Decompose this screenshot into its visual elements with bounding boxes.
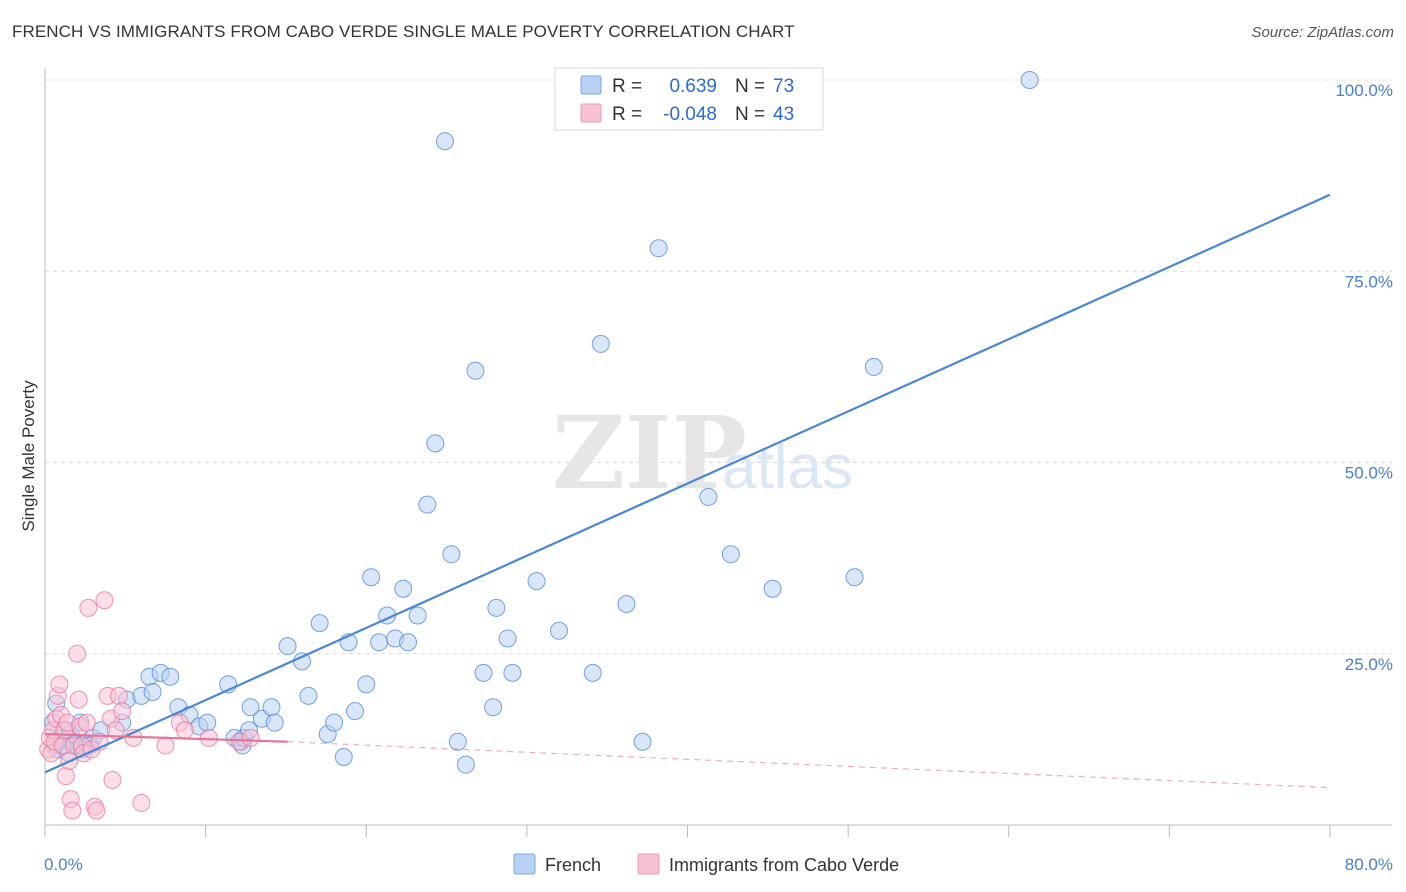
point-french-78 <box>864 357 883 376</box>
point-french-66 <box>503 663 522 682</box>
point-french-44 <box>334 748 353 767</box>
point-cabo-verde-34 <box>113 702 132 721</box>
point-french-57 <box>435 132 454 151</box>
point-french-27 <box>198 713 217 732</box>
point-cabo-verde-39 <box>175 721 194 740</box>
point-french-55 <box>418 495 437 514</box>
point-french-36 <box>262 698 281 717</box>
legend-swatch-french <box>580 75 602 95</box>
point-french-62 <box>474 663 493 682</box>
point-cabo-verde-18 <box>69 690 88 709</box>
point-french-63 <box>484 698 503 717</box>
watermark-atlas: atlas <box>722 433 853 502</box>
point-french-38 <box>278 637 297 656</box>
legend-n-value-cabo-verde: 43 <box>773 104 794 125</box>
point-cabo-verde-11 <box>56 767 75 786</box>
y-tick-label-75: 75.0% <box>1345 272 1393 291</box>
source-credit: Source: ZipAtlas.com <box>1251 24 1394 41</box>
point-french-72 <box>633 732 652 751</box>
point-french-65 <box>498 629 517 648</box>
point-french-73 <box>649 239 668 258</box>
point-cabo-verde-37 <box>156 736 175 755</box>
point-french-43 <box>325 713 344 732</box>
series-legend-swatch-french <box>513 853 536 875</box>
point-french-39 <box>293 652 311 671</box>
point-french-67 <box>527 572 546 591</box>
series-legend-swatch-cabo-verde <box>637 853 660 875</box>
legend-r-value-french: 0.639 <box>669 76 717 97</box>
point-cabo-verde-17 <box>68 644 87 663</box>
trend-lines <box>44 193 1331 789</box>
trend-line-cabo-verde <box>44 732 288 743</box>
gridlines <box>45 79 1392 655</box>
point-french-79 <box>1020 71 1039 89</box>
axes: 25.0% 50.0% 75.0% 100.0% 0.0% 80.0% <box>44 68 1393 874</box>
point-french-61 <box>466 361 485 380</box>
watermark-zip: ZIP <box>552 394 747 512</box>
point-french-64 <box>487 598 506 617</box>
trend-line-french <box>44 193 1331 774</box>
point-french-75 <box>721 545 740 564</box>
y-axis-label: Single Male Poverty <box>19 380 38 532</box>
point-french-71 <box>617 595 636 614</box>
y-tick-label-50: 50.0% <box>1345 464 1393 483</box>
point-french-54 <box>408 606 427 625</box>
point-cabo-verde-31 <box>103 770 122 789</box>
point-french-56 <box>426 434 445 453</box>
point-cabo-verde-42 <box>241 728 260 747</box>
point-cabo-verde-40 <box>199 728 218 747</box>
x-tick-label-max: 80.0% <box>1345 855 1393 874</box>
point-french-40 <box>299 686 318 705</box>
y-tick-label-100: 100.0% <box>1335 81 1393 100</box>
point-french-60 <box>456 755 475 774</box>
legend-r-value-cabo-verde: -0.048 <box>663 104 717 125</box>
point-french-41 <box>310 614 329 633</box>
point-french-49 <box>370 633 389 652</box>
series-legend-label-cabo-verde: Immigrants from Cabo Verde <box>669 855 899 875</box>
x-tick-label-min: 0.0% <box>44 855 83 874</box>
point-french-58 <box>442 545 461 564</box>
series-legend: French Immigrants from Cabo Verde <box>513 853 899 875</box>
point-french-76 <box>763 579 782 598</box>
point-french-52 <box>394 579 413 598</box>
point-cabo-verde-23 <box>79 598 98 617</box>
point-cabo-verde-33 <box>109 686 128 705</box>
point-french-68 <box>550 621 568 640</box>
point-cabo-verde-26 <box>87 801 106 820</box>
trend-line-cabo-verde-extension <box>287 741 1331 789</box>
point-french-53 <box>399 633 418 652</box>
series-legend-label-french: French <box>545 855 601 875</box>
legend-swatch-cabo-verde <box>580 103 602 123</box>
point-french-46 <box>346 702 365 721</box>
point-french-74 <box>699 487 718 506</box>
point-french-47 <box>357 675 376 694</box>
legend-n-label-cabo-verde: N = <box>735 104 765 125</box>
point-french-34 <box>241 698 260 717</box>
point-french-37 <box>265 713 284 732</box>
legend-n-label-french: N = <box>735 76 765 97</box>
point-french-77 <box>845 568 864 587</box>
point-french-69 <box>583 663 602 682</box>
point-french-21 <box>143 683 162 701</box>
y-tick-label-25: 25.0% <box>1345 655 1393 674</box>
legend-r-label-french: R = <box>612 76 642 97</box>
point-cabo-verde-36 <box>132 793 151 812</box>
point-cabo-verde-32 <box>106 721 125 740</box>
point-french-23 <box>161 667 180 686</box>
point-french-70 <box>591 334 610 353</box>
point-cabo-verde-7 <box>50 675 69 694</box>
legend-r-label-cabo-verde: R = <box>612 104 642 125</box>
point-french-48 <box>362 568 381 587</box>
point-french-59 <box>448 732 467 751</box>
legend-n-value-french: 73 <box>773 76 794 97</box>
point-cabo-verde-28 <box>95 591 114 610</box>
point-cabo-verde-15 <box>63 801 82 820</box>
stats-legend: R = 0.639 N = 73 R = -0.048 N = 43 <box>554 67 824 131</box>
point-cabo-verde-22 <box>77 713 96 732</box>
chart-title: FRENCH VS IMMIGRANTS FROM CABO VERDE SIN… <box>12 22 795 41</box>
